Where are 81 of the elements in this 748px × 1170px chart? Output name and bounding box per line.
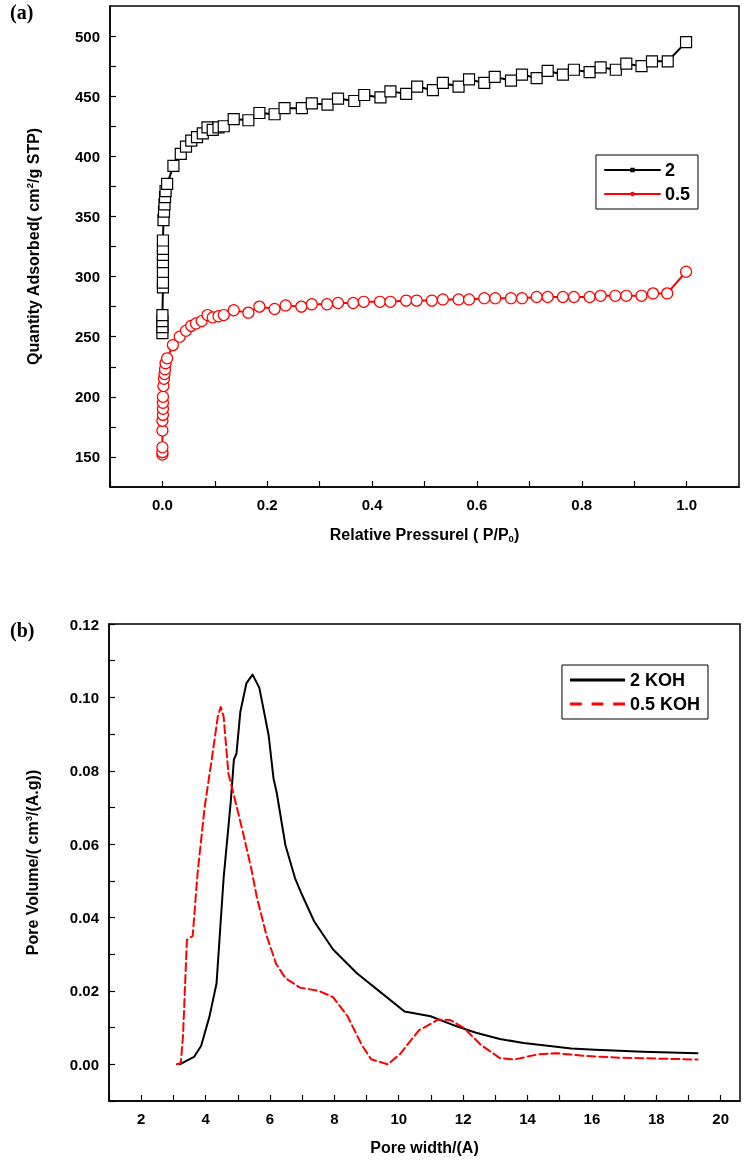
legend-label: 2 KOH xyxy=(629,670,685,690)
point xyxy=(567,290,580,304)
x-axis-title: Pore width/(A) xyxy=(370,1138,479,1156)
legend-label: 2 xyxy=(664,160,675,180)
point xyxy=(489,292,502,305)
point xyxy=(661,287,674,300)
x-tick-label: 14 xyxy=(519,1110,537,1127)
y-tick-label: 150 xyxy=(74,448,100,466)
y-tick-label: 0.04 xyxy=(69,909,100,927)
text: (a) xyxy=(10,1,34,24)
x-tick-label: 4 xyxy=(201,1110,211,1127)
y-tick-label: 450 xyxy=(74,87,100,105)
point xyxy=(400,294,413,307)
x-tick-label: 0.6 xyxy=(466,496,488,513)
point xyxy=(504,292,518,305)
point xyxy=(279,299,292,312)
point xyxy=(268,302,281,316)
x-tick-label: 0.8 xyxy=(571,496,593,513)
x-tick-label: 18 xyxy=(647,1110,665,1127)
point xyxy=(373,295,387,308)
y-tick-label: 300 xyxy=(74,268,100,286)
point xyxy=(295,300,308,313)
point xyxy=(305,298,318,311)
point xyxy=(357,295,370,308)
point xyxy=(156,441,169,454)
point xyxy=(384,295,397,308)
x-tick-label: 1.0 xyxy=(676,496,698,513)
point xyxy=(347,296,360,310)
point xyxy=(609,289,622,302)
point xyxy=(410,294,423,307)
y-tick-label: 350 xyxy=(74,207,100,225)
y-axis-title: Quantity Adsorbed( cm2/g STP) xyxy=(23,127,42,365)
point xyxy=(425,294,438,307)
point xyxy=(166,339,179,352)
x-tick-label: 0.0 xyxy=(151,496,173,513)
y-tick-label: 0.08 xyxy=(69,762,99,780)
point xyxy=(530,290,543,304)
x-tick-label: 10 xyxy=(390,1110,408,1127)
point xyxy=(556,290,569,304)
point xyxy=(227,304,240,317)
x-tick-label: 0.2 xyxy=(256,496,278,513)
y-tick-label: 0.00 xyxy=(69,1055,99,1073)
text: (b) xyxy=(10,619,35,642)
point xyxy=(462,293,476,306)
point xyxy=(541,290,554,304)
point xyxy=(156,424,169,437)
point xyxy=(217,308,230,322)
x-tick-label: 6 xyxy=(265,1110,275,1127)
point xyxy=(515,292,529,305)
point xyxy=(478,292,491,305)
point xyxy=(679,265,693,278)
y-tick-label: 0.06 xyxy=(69,835,99,853)
point xyxy=(242,306,255,319)
y-tick-label: 0.10 xyxy=(69,688,99,706)
y-tick-label: 400 xyxy=(74,147,100,165)
point xyxy=(320,298,334,311)
x-tick-label: 12 xyxy=(454,1110,472,1127)
legend-label: 0.5 KOH xyxy=(629,694,701,714)
y-tick-label: 200 xyxy=(74,388,100,406)
point xyxy=(156,390,170,403)
point xyxy=(635,289,648,302)
point xyxy=(452,293,465,306)
point xyxy=(583,290,596,304)
x-tick-label: 20 xyxy=(712,1110,730,1127)
legend-label: 0.5 xyxy=(664,184,691,204)
point xyxy=(436,293,449,306)
point xyxy=(253,300,266,313)
x-tick-label: 2 xyxy=(137,1110,146,1127)
y-tick-label: 500 xyxy=(74,27,100,45)
point xyxy=(594,289,607,302)
x-tick-label: 0.4 xyxy=(361,496,384,513)
point xyxy=(161,352,174,365)
point xyxy=(646,287,660,300)
y-tick-label: 250 xyxy=(74,328,100,346)
x-tick-label: 16 xyxy=(583,1110,601,1127)
y-tick-label: 0.12 xyxy=(69,615,99,633)
point xyxy=(620,289,633,302)
y-tick-label: 0.02 xyxy=(69,982,99,1000)
y-axis-title: Pore Volume/( cm3/(A.g)) xyxy=(22,769,41,956)
point xyxy=(331,296,345,310)
x-tick-label: 8 xyxy=(330,1110,339,1127)
